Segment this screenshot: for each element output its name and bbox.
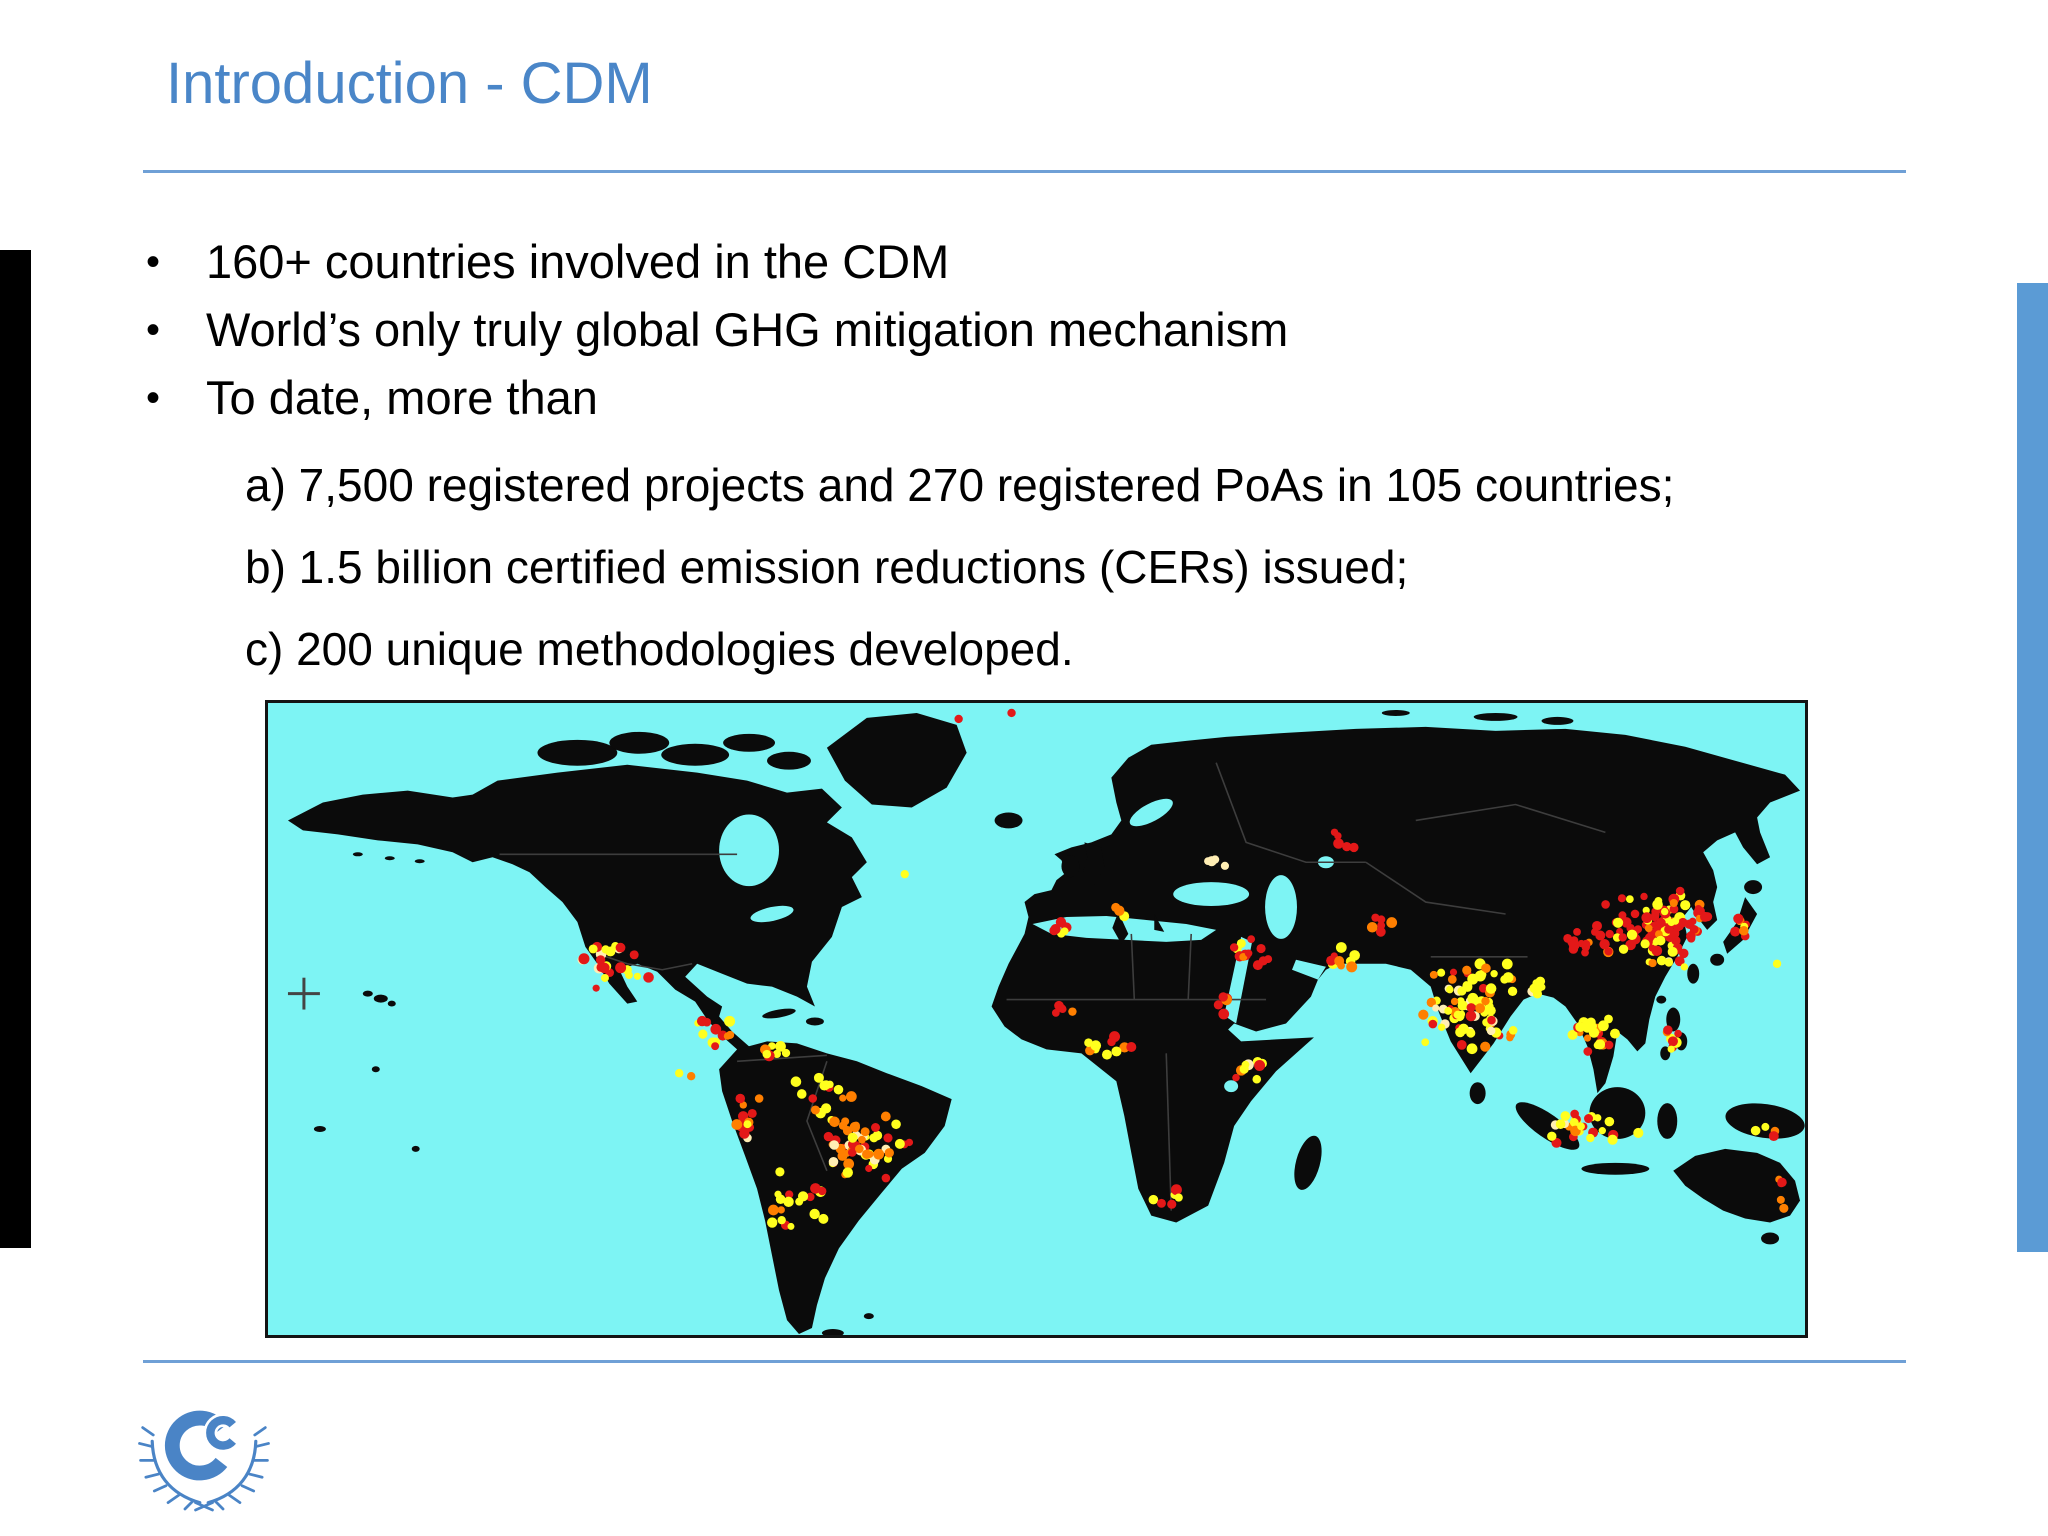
sub-item: a) 7,500 registered projects and 270 reg… bbox=[245, 459, 1675, 511]
world-map-figure bbox=[265, 700, 1808, 1338]
title-rule bbox=[143, 170, 1906, 173]
bullet-item: To date, more than bbox=[140, 364, 1288, 432]
sub-item: c) 200 unique methodologies developed. bbox=[245, 623, 1074, 675]
world-map bbox=[287, 708, 1805, 1335]
bullet-item: 160+ countries involved in the CDM bbox=[140, 228, 1288, 296]
sub-item: b) 1.5 billion certified emission reduct… bbox=[245, 541, 1409, 593]
unfccc-logo-icon bbox=[138, 1410, 270, 1512]
map-project-dots bbox=[577, 708, 1789, 1230]
bullet-list: 160+ countries involved in the CDM World… bbox=[140, 228, 1288, 432]
footer-rule bbox=[143, 1360, 1906, 1363]
map-crosshair-icon bbox=[287, 977, 320, 1010]
left-edge-bar bbox=[0, 250, 31, 1248]
map-land bbox=[287, 709, 1805, 1335]
bullet-item: World’s only truly global GHG mitigation… bbox=[140, 296, 1288, 364]
slide-title: Introduction - CDM bbox=[166, 51, 653, 116]
right-edge-bar bbox=[2017, 283, 2048, 1252]
sub-item-list: a) 7,500 registered projects and 270 reg… bbox=[245, 444, 1674, 690]
